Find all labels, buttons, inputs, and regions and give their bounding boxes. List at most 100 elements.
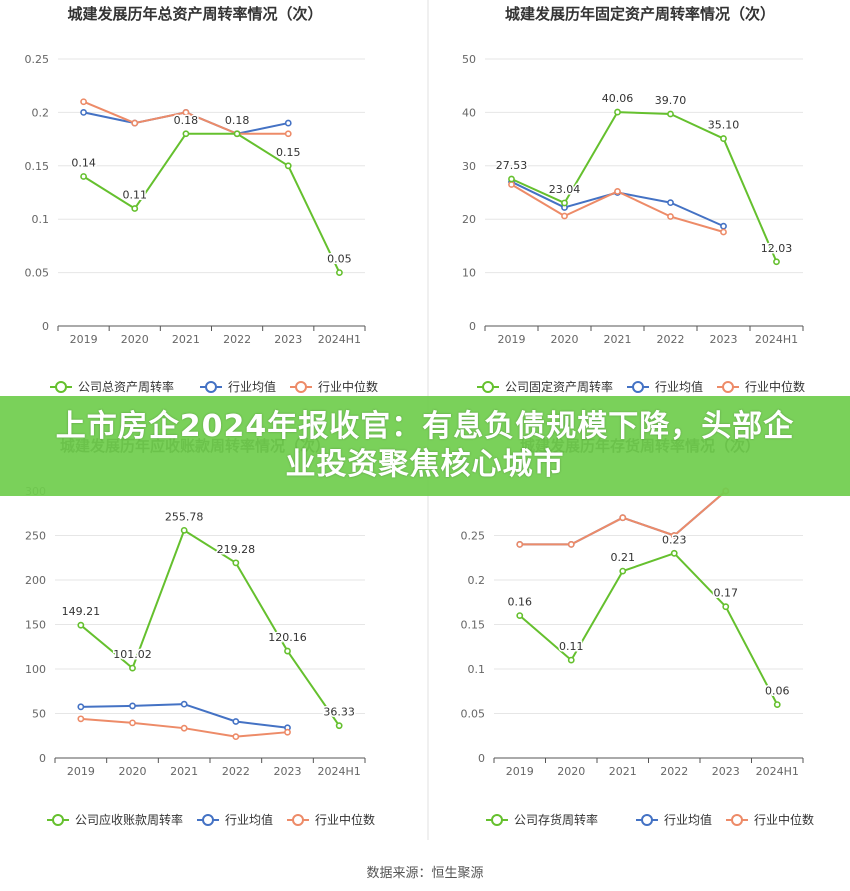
data-point [670, 549, 678, 557]
data-point [508, 175, 515, 183]
data-point [670, 532, 678, 539]
y-tick-label: 0 [39, 752, 46, 765]
y-tick-label: 0 [478, 752, 485, 765]
legend-label: 行业中位数 [315, 812, 375, 827]
x-tick-label: 2023 [712, 765, 740, 778]
data-label: 0.23 [662, 533, 687, 546]
legend-swatch-marker [731, 814, 743, 826]
data-label: 149.21 [62, 605, 101, 618]
legend-label: 行业中位数 [754, 812, 814, 827]
y-tick-label: 0.1 [468, 663, 486, 676]
x-tick-label: 2020 [557, 765, 585, 778]
data-point [720, 228, 727, 236]
data-point [180, 526, 188, 534]
data-point [129, 664, 136, 672]
data-point [508, 181, 515, 188]
data-label: 0.17 [714, 587, 739, 600]
legend-label: 行业中位数 [745, 379, 805, 394]
data-point [567, 541, 575, 548]
data-label: 0.11 [123, 189, 148, 202]
data-point [131, 119, 139, 127]
y-tick-label: 250 [25, 530, 46, 543]
y-tick-label: 10 [462, 267, 476, 280]
data-label: 0.05 [327, 253, 352, 266]
data-point [335, 722, 343, 730]
headline-text: 上市房企2024年报收官：有息负债规模下降，头部企业投资聚焦核心城市 [55, 409, 795, 482]
data-point [720, 222, 727, 230]
data-point [667, 199, 674, 207]
data-label: 0.11 [559, 640, 584, 653]
data-point [129, 702, 136, 710]
data-point [773, 701, 781, 708]
data-point [80, 109, 87, 116]
x-tick-label: 2024H1 [318, 333, 361, 346]
x-tick-label: 2021 [604, 333, 632, 346]
legend-label: 行业均值 [664, 812, 712, 827]
data-point [284, 162, 292, 170]
data-point [232, 733, 240, 741]
x-tick-label: 2021 [172, 333, 200, 346]
series-line [511, 111, 778, 263]
x-tick-label: 2024H1 [318, 765, 361, 778]
legend-swatch-marker [295, 381, 307, 393]
headline-banner: 上市房企2024年报收官：有息负债规模下降，头部企业投资聚焦核心城市 [0, 396, 850, 496]
data-point [567, 656, 575, 664]
legend-swatch-marker [722, 381, 734, 393]
data-point [80, 98, 87, 106]
x-tick-label: 2023 [710, 333, 738, 346]
y-tick-label: 20 [462, 213, 476, 226]
legend-label: 公司固定资产周转率 [505, 379, 613, 394]
y-tick-label: 100 [25, 663, 46, 676]
chart-title: 城建发展历年总资产周转率情况（次） [67, 5, 322, 23]
y-tick-label: 150 [25, 619, 46, 632]
x-tick-label: 2021 [170, 765, 198, 778]
x-tick-label: 2019 [498, 333, 526, 346]
legend-label: 公司应收账款周转率 [75, 812, 183, 827]
data-point [180, 700, 188, 708]
legend-swatch-marker [55, 381, 67, 393]
data-point [182, 109, 190, 116]
data-point [614, 108, 621, 116]
legend-label: 行业均值 [228, 379, 276, 394]
data-point [182, 130, 190, 138]
data-point [129, 719, 136, 727]
x-tick-label: 2019 [67, 765, 95, 778]
data-point [233, 130, 241, 138]
y-tick-label: 30 [462, 160, 476, 173]
data-label: 0.18 [225, 114, 250, 127]
data-label: 0.16 [508, 596, 533, 609]
data-point [561, 199, 568, 207]
legend-label: 行业均值 [655, 379, 703, 394]
data-label: 0.15 [276, 146, 301, 159]
data-point [80, 173, 87, 180]
data-source-note: 数据来源：恒生聚源 [366, 866, 484, 881]
x-tick-label: 2023 [274, 765, 302, 778]
legend-swatch-marker [205, 381, 217, 393]
data-label: 255.78 [165, 510, 204, 523]
data-point [284, 119, 292, 127]
data-point [516, 541, 524, 548]
data-label: 39.70 [655, 94, 687, 107]
data-point [232, 718, 240, 725]
data-label: 0.21 [611, 551, 636, 564]
legend-swatch-marker [491, 814, 503, 826]
data-point [232, 559, 240, 567]
data-point [180, 724, 188, 732]
x-tick-label: 2023 [274, 333, 302, 346]
y-tick-label: 50 [32, 708, 46, 721]
data-point [667, 213, 674, 220]
data-point [619, 514, 627, 522]
x-tick-label: 2020 [119, 765, 147, 778]
y-tick-label: 0 [42, 320, 49, 333]
data-point [336, 269, 343, 276]
data-label: 0.06 [765, 685, 790, 698]
y-tick-label: 0.15 [461, 619, 486, 632]
y-tick-label: 0 [469, 320, 476, 333]
legend-label: 行业中位数 [318, 379, 378, 394]
data-label: 101.02 [113, 648, 152, 661]
x-tick-label: 2024H1 [756, 765, 799, 778]
x-tick-label: 2019 [506, 765, 534, 778]
y-tick-label: 0.15 [25, 160, 50, 173]
series-line [519, 552, 779, 706]
data-point [77, 621, 85, 629]
